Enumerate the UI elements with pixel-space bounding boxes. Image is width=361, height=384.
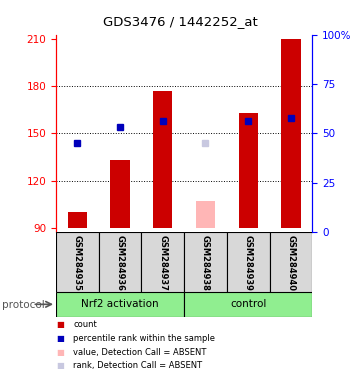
Bar (184, 232, 227, 292)
Text: ■: ■ (56, 361, 64, 371)
Bar (153, 91, 172, 228)
Text: value, Detection Call = ABSENT: value, Detection Call = ABSENT (73, 348, 206, 357)
Text: GSM284935: GSM284935 (73, 235, 82, 291)
Text: GSM284936: GSM284936 (116, 235, 125, 291)
Bar (110, 160, 130, 228)
Text: GSM284940: GSM284940 (286, 235, 295, 291)
Text: GSM284938: GSM284938 (201, 235, 210, 291)
Text: ■: ■ (56, 334, 64, 343)
Bar (281, 39, 300, 228)
Text: count: count (73, 320, 97, 329)
Text: ■: ■ (56, 348, 64, 357)
Bar (99, 232, 142, 292)
Text: percentile rank within the sample: percentile rank within the sample (73, 334, 215, 343)
Text: control: control (230, 299, 266, 310)
Bar (227, 232, 270, 292)
Text: Nrf2 activation: Nrf2 activation (81, 299, 159, 310)
Text: protocol: protocol (2, 300, 44, 310)
Bar (239, 113, 258, 228)
Text: ■: ■ (56, 320, 64, 329)
Text: GSM284937: GSM284937 (158, 235, 167, 291)
Text: GDS3476 / 1442252_at: GDS3476 / 1442252_at (103, 15, 258, 28)
Bar (142, 232, 184, 292)
Bar (270, 232, 312, 292)
Text: rank, Detection Call = ABSENT: rank, Detection Call = ABSENT (73, 361, 203, 371)
Bar (68, 212, 87, 228)
Text: GSM284939: GSM284939 (244, 235, 253, 291)
Bar (56, 232, 99, 292)
Bar (196, 201, 215, 228)
Bar (56, 292, 184, 317)
Bar (184, 292, 312, 317)
